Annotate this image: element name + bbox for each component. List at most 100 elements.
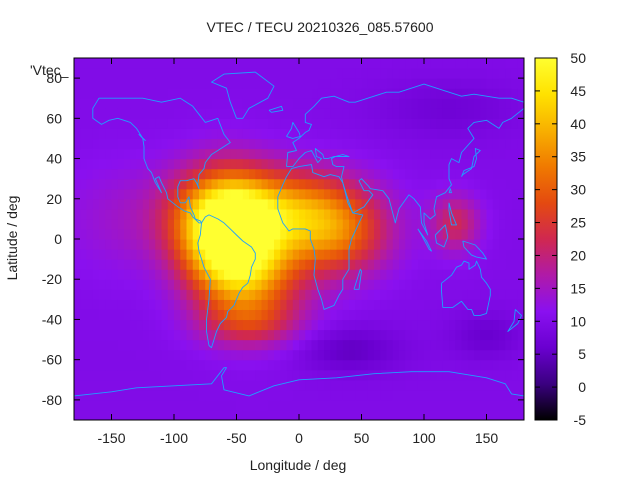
heatmap-cell [230, 148, 238, 160]
heatmap-cell [355, 349, 363, 361]
coastline-layer [74, 71, 524, 397]
heatmap-cell [299, 379, 306, 391]
heatmap-cell [211, 138, 219, 150]
heatmap-cell [255, 269, 263, 280]
heatmap-cell [305, 208, 313, 220]
heatmap-cell [174, 68, 181, 79]
heatmap-cell [111, 228, 119, 240]
heatmap-cell [74, 269, 81, 280]
heatmap-cell [517, 249, 524, 260]
heatmap-cell [242, 198, 250, 210]
heatmap-cell [305, 309, 313, 321]
heatmap-cell [417, 409, 425, 420]
heatmap-cell [224, 208, 231, 220]
heatmap-cell [449, 68, 456, 79]
heatmap-cell [505, 228, 513, 240]
heatmap-cell [430, 178, 438, 190]
heatmap-cell [292, 178, 300, 190]
heatmap-cell [80, 178, 88, 190]
heatmap-cell [211, 249, 219, 260]
heatmap-cell [342, 389, 350, 401]
heatmap-cell [324, 389, 331, 401]
heatmap-cell [467, 178, 475, 190]
heatmap-cell [342, 319, 350, 331]
coastline [461, 148, 481, 177]
heatmap-cell [155, 78, 163, 89]
heatmap-cell [486, 249, 494, 260]
heatmap-cell [92, 249, 100, 260]
heatmap-cell [136, 389, 144, 401]
heatmap-cell [317, 88, 325, 99]
heatmap-cell [430, 218, 438, 230]
heatmap-cell [517, 359, 524, 371]
heatmap-cell [117, 289, 125, 300]
heatmap-cell [411, 249, 419, 260]
heatmap-cell [330, 349, 338, 361]
heatmap-cell [105, 198, 113, 210]
heatmap-cell [461, 289, 469, 300]
heatmap-cell [192, 359, 200, 371]
heatmap-cell [99, 309, 106, 321]
y-tick-label: 40 [46, 151, 62, 167]
heatmap-cell [311, 88, 319, 99]
heatmap-cell [267, 198, 275, 210]
heatmap-cell [217, 158, 225, 170]
heatmap-cell [180, 299, 188, 310]
heatmap-cell [455, 399, 463, 411]
heatmap-cell [155, 259, 163, 270]
heatmap-cell [430, 289, 438, 300]
heatmap-cell [499, 329, 506, 341]
heatmap-cell [511, 158, 519, 170]
heatmap-cell [217, 329, 225, 341]
heatmap-cell [411, 339, 419, 351]
heatmap-cell [230, 188, 238, 200]
heatmap-cell [142, 128, 150, 140]
heatmap-cell [205, 269, 213, 280]
heatmap-cell [455, 208, 463, 220]
heatmap-cell [442, 178, 450, 190]
heatmap-cell [124, 188, 131, 200]
heatmap-cell [124, 88, 131, 99]
y-axis-label: Latitude / deg [4, 196, 20, 281]
heatmap-cell [230, 349, 238, 361]
heatmap-cell [249, 98, 256, 109]
heatmap-cell [292, 249, 300, 260]
heatmap-cell [305, 269, 313, 280]
heatmap-cell [411, 78, 419, 89]
heatmap-cell [399, 178, 406, 190]
heatmap-cell [292, 369, 300, 381]
heatmap-cell [92, 148, 100, 160]
heatmap-cell [336, 88, 344, 99]
heatmap-cell [80, 138, 88, 150]
heatmap-cell [317, 289, 325, 300]
heatmap-cell [292, 188, 300, 200]
heatmap-cell [167, 399, 175, 411]
heatmap-cell [380, 319, 388, 331]
heatmap-cell [467, 98, 475, 109]
heatmap-cell [511, 88, 519, 99]
heatmap-cell [117, 138, 125, 150]
heatmap-cell [255, 359, 263, 371]
heatmap-cell [467, 319, 475, 331]
heatmap-cell [380, 68, 388, 79]
heatmap-cell [255, 218, 263, 230]
heatmap-cell [386, 359, 394, 371]
heatmap-cell [249, 409, 256, 420]
heatmap-cell [80, 168, 88, 180]
heatmap-cell [517, 148, 524, 160]
heatmap-cell [386, 399, 394, 411]
heatmap-cell [180, 249, 188, 260]
heatmap-cell [74, 329, 81, 341]
heatmap-cell [99, 399, 106, 411]
heatmap-cell [167, 359, 175, 371]
heatmap-cell [367, 218, 375, 230]
heatmap-cell [299, 249, 306, 260]
heatmap-cell [517, 279, 524, 290]
heatmap-cell [211, 349, 219, 361]
heatmap-cell [292, 259, 300, 270]
heatmap-cell [105, 208, 113, 220]
heatmap-cell [374, 359, 381, 371]
heatmap-cell [355, 228, 363, 240]
heatmap-cell [367, 369, 375, 381]
